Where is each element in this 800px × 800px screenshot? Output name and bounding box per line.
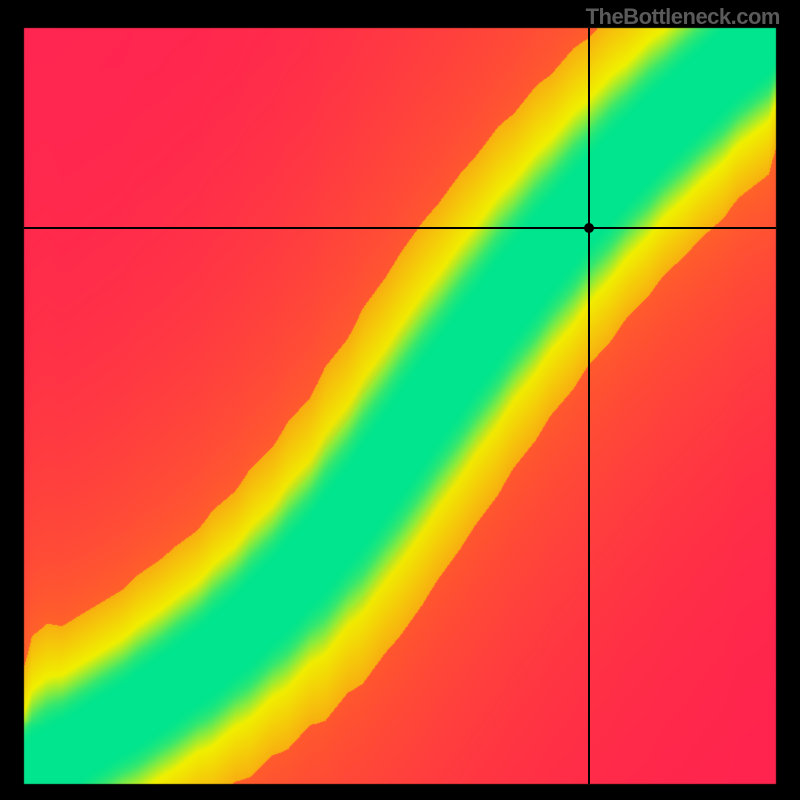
- bottleneck-heatmap-canvas: [0, 0, 800, 800]
- crosshair-horizontal: [24, 227, 776, 229]
- selection-marker: [584, 223, 594, 233]
- watermark-text: TheBottleneck.com: [586, 4, 780, 30]
- crosshair-vertical: [588, 28, 590, 784]
